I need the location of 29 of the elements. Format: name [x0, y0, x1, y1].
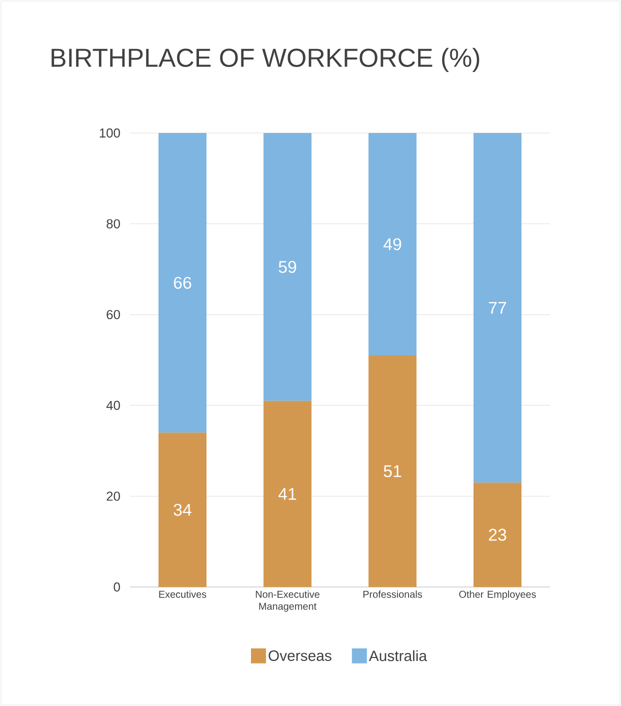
x-tick-label: Non-Executive Management [256, 590, 320, 612]
data-label: 77 [488, 302, 506, 314]
legend-label: Australia [368, 650, 428, 662]
y-tick-label: 60 [106, 310, 120, 320]
y-tick-label: 80 [106, 219, 120, 228]
data-label: 49 [383, 238, 402, 250]
x-tick-label: Executives [159, 590, 206, 598]
data-label: 51 [384, 465, 402, 478]
data-label: 34 [174, 504, 192, 516]
y-tick-label: 0 [114, 582, 120, 592]
data-label: 23 [488, 528, 506, 541]
y-tick-label: 40 [106, 400, 120, 410]
data-label: 66 [174, 276, 192, 289]
legend-label: Overseas [268, 650, 332, 661]
bar [264, 132, 312, 401]
chart-title: BIRTHPLACE OF WORKFORCE (%) [52, 48, 480, 72]
y-tick-label: 100 [100, 128, 120, 138]
bar [264, 400, 312, 587]
bar [474, 482, 522, 587]
x-tick-label: Professionals [363, 590, 422, 598]
bar [158, 432, 206, 587]
x-tick-label: Other Employees [459, 590, 536, 600]
data-label: 59 [278, 260, 296, 273]
bar [368, 355, 416, 587]
data-label: 41 [278, 488, 296, 500]
y-tick-label: 20 [106, 492, 120, 501]
bar [158, 132, 206, 433]
bar [368, 132, 416, 356]
bar [474, 132, 522, 483]
